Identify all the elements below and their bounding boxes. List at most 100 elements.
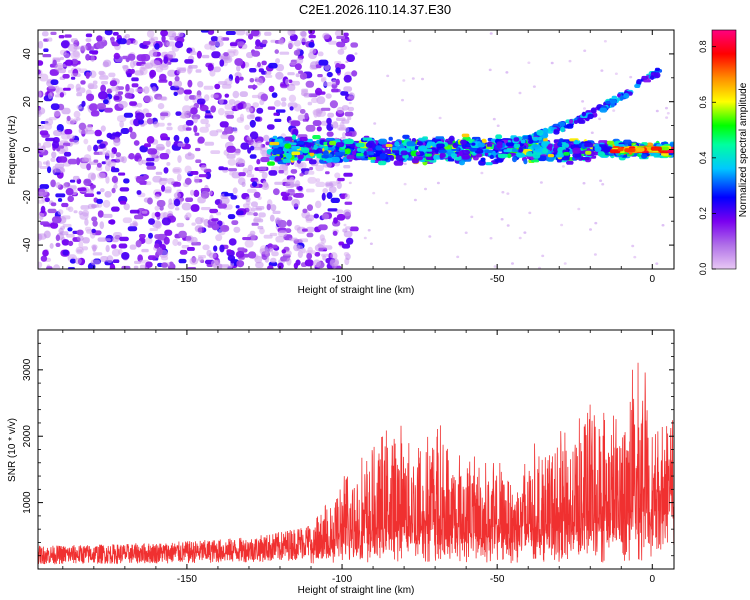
heatmap-cell — [297, 250, 303, 258]
heatmap-cell — [38, 40, 44, 49]
heatmap-cell — [57, 198, 63, 202]
heatmap-cell — [650, 146, 662, 151]
heatmap-cell — [197, 136, 205, 144]
heatmap-cell — [313, 213, 319, 219]
heatmap-cell — [274, 181, 284, 185]
heatmap-cell — [78, 122, 87, 131]
heatmap-cell — [343, 172, 353, 177]
heatmap-cell — [336, 106, 345, 114]
heatmap-cell — [634, 84, 641, 88]
heatmap-cell — [341, 243, 351, 249]
heatmap-cell — [528, 211, 532, 215]
heatmap-cell — [629, 75, 633, 79]
heatmap-cell — [495, 158, 503, 163]
heatmap-cell — [320, 78, 326, 83]
heatmap-cell — [50, 103, 60, 110]
heatmap-cell — [343, 165, 351, 169]
y-tick-label: 2000 — [22, 425, 33, 448]
heatmap-cell — [211, 51, 221, 59]
heatmap-cell — [50, 157, 56, 162]
heatmap-cell — [219, 121, 229, 128]
figure-title: C2E1.2026.110.14.37.E30 — [299, 2, 451, 17]
heatmap-cell — [344, 193, 350, 200]
heatmap-cell — [199, 126, 209, 133]
heatmap-cell — [146, 165, 156, 170]
heatmap-cell — [145, 261, 153, 268]
heatmap-cell — [125, 39, 131, 46]
heatmap-cell — [347, 116, 352, 121]
heatmap-cell — [55, 193, 66, 198]
heatmap-cell — [349, 226, 359, 232]
heatmap-cell — [346, 54, 355, 62]
heatmap-cell — [351, 70, 358, 77]
heatmap-cell — [118, 243, 128, 249]
heatmap-cell — [470, 215, 474, 219]
heatmap-cell — [274, 100, 281, 107]
heatmap-cell — [69, 138, 74, 142]
heatmap-cell — [641, 153, 648, 159]
colorbar-gradient — [711, 29, 737, 270]
heatmap-cell — [109, 263, 116, 269]
heatmap-cell — [57, 209, 64, 215]
heatmap-cell — [147, 255, 157, 260]
heatmap-cell — [172, 182, 182, 187]
heatmap-cell — [101, 81, 108, 85]
heatmap-cell — [237, 102, 244, 110]
heatmap-cell — [90, 110, 100, 117]
heatmap-cell — [302, 228, 308, 232]
heatmap-cell — [84, 130, 95, 135]
heatmap-cell — [335, 78, 340, 86]
heatmap-cell — [275, 109, 286, 113]
heatmap-cell — [113, 52, 120, 60]
heatmap-cell — [439, 152, 446, 158]
heatmap-cell — [428, 235, 432, 238]
heatmap-cell — [325, 171, 330, 175]
heatmap-cell — [294, 193, 304, 198]
heatmap-cell — [137, 158, 143, 166]
heatmap-cell — [268, 62, 278, 69]
colorbar-ticks: 0.0 0.2 0.4 0.6 0.8 — [698, 40, 716, 275]
heatmap-cell — [237, 41, 245, 47]
heatmap-cell — [296, 245, 304, 251]
heatmap-cell — [304, 170, 315, 175]
heatmap-cell — [47, 208, 57, 214]
heatmap-cell — [329, 140, 337, 146]
heatmap-cell — [574, 139, 579, 145]
heatmap-cell — [342, 132, 347, 138]
heatmap-cell — [151, 86, 157, 93]
heatmap-cell — [38, 142, 42, 147]
heatmap-cell — [527, 61, 531, 64]
heatmap-cell — [370, 159, 376, 163]
heatmap-cell — [299, 136, 308, 142]
heatmap-cell — [480, 157, 486, 162]
heatmap-cell — [53, 109, 61, 117]
heatmap-cell — [229, 171, 235, 176]
heatmap-cell — [331, 88, 339, 93]
heatmap-cell — [307, 101, 313, 106]
heatmap-cell — [485, 162, 493, 166]
heatmap-cell — [211, 218, 219, 222]
heatmap-cell — [188, 95, 197, 100]
heatmap-cell — [168, 198, 173, 205]
heatmap-cell — [669, 142, 674, 148]
heatmap-cell — [291, 134, 297, 140]
heatmap-cell — [235, 157, 243, 164]
heatmap-cell — [252, 102, 259, 108]
heatmap-cell — [271, 244, 278, 249]
heatmap-cell — [84, 226, 92, 232]
heatmap-cell — [44, 197, 50, 203]
heatmap-cell — [41, 31, 49, 37]
heatmap-cell — [289, 237, 298, 242]
heatmap-cell — [59, 56, 64, 61]
heatmap-cell — [127, 226, 138, 232]
heatmap-cell — [268, 85, 275, 93]
heatmap-cell — [326, 131, 334, 137]
heatmap-cell — [134, 70, 144, 76]
heatmap-cell — [72, 118, 78, 124]
heatmap-cell — [85, 53, 91, 61]
heatmap-cell — [421, 77, 424, 81]
heatmap-cell — [666, 112, 670, 115]
heatmap-cell — [89, 103, 98, 112]
heatmap-cell — [249, 154, 257, 159]
heatmap-cell — [236, 65, 241, 72]
